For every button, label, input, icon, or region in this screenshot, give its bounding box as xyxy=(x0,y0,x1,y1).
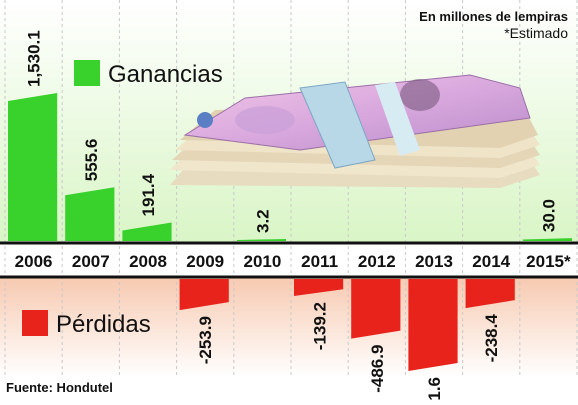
bar-ganancias xyxy=(236,239,286,241)
bar-perdidas xyxy=(179,279,229,311)
x-tick-label: 2015* xyxy=(526,252,571,271)
legend-label-ganancias: Ganancias xyxy=(108,61,223,88)
bar-perdidas xyxy=(294,279,344,297)
value-label-ganancias: 30.0 xyxy=(539,199,558,232)
x-tick-label: 2006 xyxy=(15,252,53,271)
value-label-perdidas: -238.4 xyxy=(482,314,501,363)
value-label-ganancias: 3.2 xyxy=(253,209,272,233)
value-label-ganancias: 555.6 xyxy=(82,139,101,182)
chart-legend: Ganancias Pérdidas xyxy=(22,60,223,338)
chart-bars xyxy=(8,93,572,371)
x-tick-label: 2009 xyxy=(186,252,224,271)
unit-label: En millones de lempiras xyxy=(419,9,568,24)
x-tick-label: 2014 xyxy=(472,252,510,271)
legend-swatch-perdidas xyxy=(22,310,48,336)
source-note: Fuente: Hondutel xyxy=(6,380,113,395)
x-tick-label: 2010 xyxy=(243,252,281,271)
x-tick-label: 2008 xyxy=(129,252,167,271)
x-tick-label: 2007 xyxy=(72,252,110,271)
unit-note: En millones de lempiras *Estimado xyxy=(419,8,568,42)
value-label-perdidas: -253.9 xyxy=(196,316,215,364)
value-label-perdidas: -486.9 xyxy=(368,345,387,393)
x-tick-label: 2011 xyxy=(301,252,338,271)
x-tick-label: 2012 xyxy=(358,252,396,271)
value-label-ganancias: 191.4 xyxy=(139,173,158,216)
value-label-perdidas: -751.6 xyxy=(425,377,444,400)
x-tick-label: 2013 xyxy=(415,252,453,271)
bar-ganancias xyxy=(65,187,115,241)
bar-perdidas xyxy=(465,279,515,309)
chart-value-labels: 1,530.1 555.6 191.4 -253.9 3.2 -139.2 -486.9 -7… xyxy=(25,30,559,405)
bar-ganancias xyxy=(122,222,172,241)
bar-perdidas xyxy=(408,279,458,371)
value-label-ganancias: 1,530.1 xyxy=(25,30,44,87)
banknote-stack-illustration xyxy=(170,74,540,188)
bar-ganancias xyxy=(8,93,58,241)
bar-ganancias xyxy=(522,238,572,241)
axis-band xyxy=(0,243,578,277)
estimate-note: *Estimado xyxy=(504,25,568,41)
bar-perdidas xyxy=(351,279,401,339)
value-label-perdidas: -139.2 xyxy=(311,302,330,350)
legend-swatch-ganancias xyxy=(74,60,100,86)
legend-label-perdidas: Pérdidas xyxy=(56,311,151,338)
chart-axis-band: 2006 2007 2008 2009 2010 2011 2012 2013 2014 2015… xyxy=(0,241,578,279)
